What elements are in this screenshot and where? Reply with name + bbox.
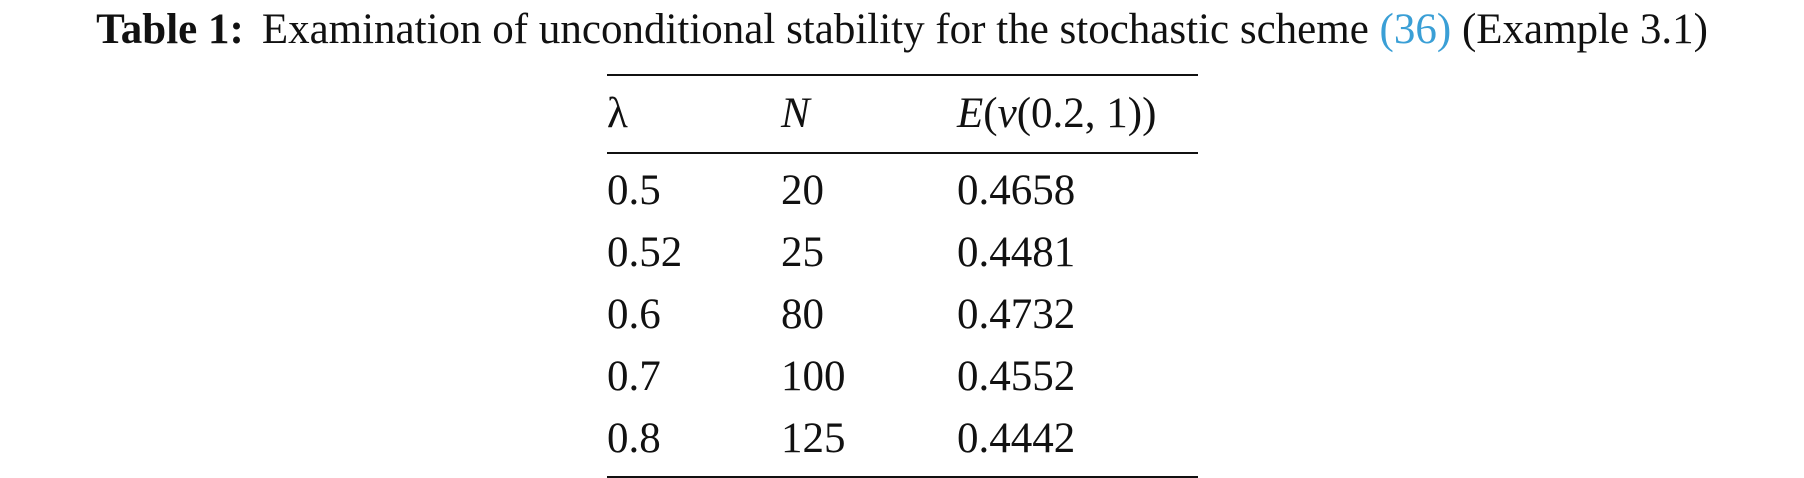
table-row: 0.7 100 0.4552 [607,346,1198,408]
header-v: v [997,90,1017,137]
cell-expectation: 0.4442 [957,415,1076,462]
cell-n: 100 [781,353,846,400]
table-row: 0.5 20 0.4658 [607,153,1198,222]
cell-expectation: 0.4732 [957,291,1076,338]
cell-n: 125 [781,415,846,462]
table-row: 0.8 125 0.4442 [607,408,1198,477]
caption-label: Table 1: [96,6,244,53]
cell-expectation: 0.4658 [957,167,1076,214]
cell-n: 25 [781,229,824,276]
table-row: 0.6 80 0.4732 [607,284,1198,346]
cell-n: 80 [781,291,824,338]
header-e: E [957,90,984,137]
column-header-n: N [781,90,810,137]
cell-lambda: 0.6 [607,291,661,338]
cell-expectation: 0.4552 [957,353,1076,400]
table-caption: Table 1: Examination of unconditional sta… [0,4,1804,56]
stability-table: λ N E(v(0.2, 1)) 0.5 20 0.4658 0.52 25 0… [607,74,1198,478]
table-header-row: λ N E(v(0.2, 1)) [607,75,1198,153]
caption-text: Examination of unconditional stability f… [261,6,1369,53]
header-args: (0.2, 1)) [1016,90,1157,137]
cell-lambda: 0.8 [607,415,661,462]
cell-lambda: 0.5 [607,167,661,214]
equation-reference-link[interactable]: (36) [1379,6,1452,53]
header-paren: ( [983,90,998,137]
cell-lambda: 0.7 [607,353,661,400]
cell-expectation: 0.4481 [957,229,1076,276]
table-row: 0.52 25 0.4481 [607,222,1198,284]
cell-lambda: 0.52 [607,229,683,276]
cell-n: 20 [781,167,824,214]
caption-example: (Example 3.1) [1461,6,1708,53]
column-header-expectation: E(v(0.2, 1)) [957,75,1198,153]
column-header-lambda: λ [607,90,628,137]
